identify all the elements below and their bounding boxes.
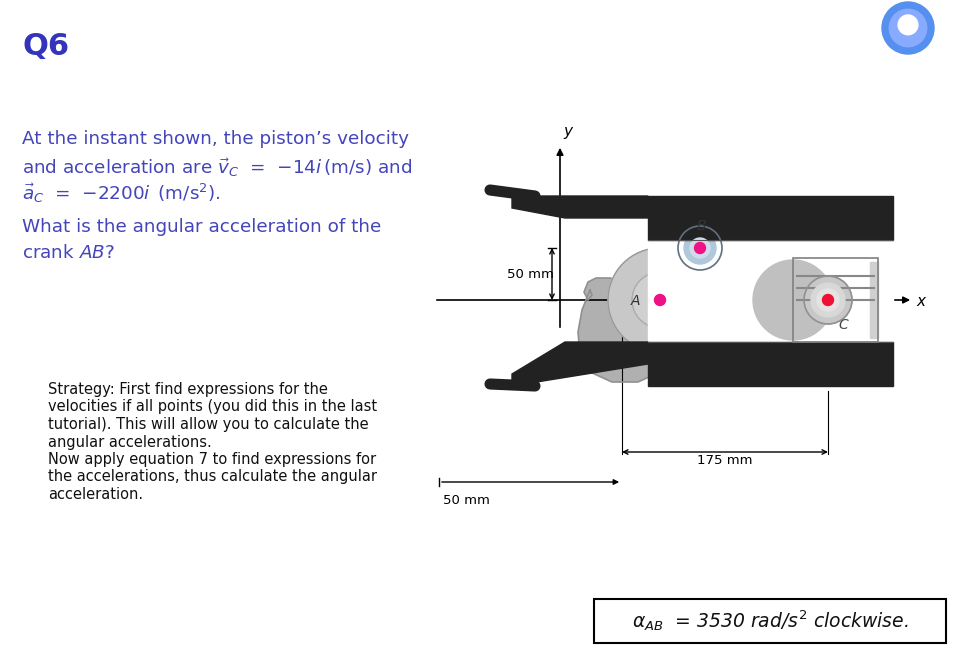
Circle shape xyxy=(608,248,712,352)
Text: $\vec{a}_C$  =  $-$2200$i\,$ (m/s$^2$).: $\vec{a}_C$ = $-$2200$i\,$ (m/s$^2$). xyxy=(22,182,220,205)
Bar xyxy=(793,258,878,342)
Bar xyxy=(793,258,878,342)
Text: Strategy: First find expressions for the: Strategy: First find expressions for the xyxy=(48,382,328,397)
Polygon shape xyxy=(694,233,832,310)
FancyBboxPatch shape xyxy=(594,599,946,643)
Polygon shape xyxy=(694,233,832,310)
Text: $y$: $y$ xyxy=(563,125,574,141)
Bar xyxy=(648,364,893,386)
Bar xyxy=(648,342,893,364)
Circle shape xyxy=(690,238,710,258)
Circle shape xyxy=(678,226,722,270)
Circle shape xyxy=(655,294,665,306)
Text: $C$: $C$ xyxy=(838,318,850,332)
Text: $\alpha_{AB}$  = 3530 rad/$s^2$ clockwise.: $\alpha_{AB}$ = 3530 rad/$s^2$ clockwise… xyxy=(632,609,908,634)
Bar xyxy=(648,240,893,342)
Text: $A$: $A$ xyxy=(630,294,641,308)
Circle shape xyxy=(753,260,833,340)
Text: 50 mm: 50 mm xyxy=(443,494,490,507)
Circle shape xyxy=(817,289,839,311)
Circle shape xyxy=(822,294,834,306)
Circle shape xyxy=(882,2,934,54)
Text: acceleration.: acceleration. xyxy=(48,487,144,502)
Text: At the instant shown, the piston’s velocity: At the instant shown, the piston’s veloc… xyxy=(22,130,409,148)
Text: 50 mm: 50 mm xyxy=(507,267,554,280)
Text: tutorial). This will allow you to calculate the: tutorial). This will allow you to calcul… xyxy=(48,417,368,432)
Circle shape xyxy=(898,15,918,35)
Text: crank $AB$?: crank $AB$? xyxy=(22,244,115,262)
Text: $x$: $x$ xyxy=(916,294,927,310)
Circle shape xyxy=(889,9,926,47)
Text: Q6: Q6 xyxy=(22,32,69,61)
Text: the accelerations, thus calculate the angular: the accelerations, thus calculate the an… xyxy=(48,469,377,484)
Bar xyxy=(870,262,878,338)
Text: 175 mm: 175 mm xyxy=(698,454,753,467)
Circle shape xyxy=(804,276,852,324)
Text: $B$: $B$ xyxy=(696,219,706,233)
Text: velocities if all points (you did this in the last: velocities if all points (you did this i… xyxy=(48,399,377,414)
Circle shape xyxy=(695,242,705,253)
Circle shape xyxy=(811,283,845,317)
Polygon shape xyxy=(512,196,648,218)
Text: Now apply equation 7 to find expressions for: Now apply equation 7 to find expressions… xyxy=(48,452,376,467)
Text: What is the angular acceleration of the: What is the angular acceleration of the xyxy=(22,218,381,236)
Polygon shape xyxy=(578,278,675,382)
Bar xyxy=(648,218,893,240)
Polygon shape xyxy=(512,342,648,386)
Text: angular accelerations.: angular accelerations. xyxy=(48,434,211,449)
Bar xyxy=(648,196,893,218)
Polygon shape xyxy=(697,247,829,305)
Circle shape xyxy=(684,232,716,264)
Circle shape xyxy=(632,272,688,328)
Text: and acceleration are $\vec{v}_C$  =  $-14i\,$(m/s) and: and acceleration are $\vec{v}_C$ = $-14i… xyxy=(22,156,412,179)
